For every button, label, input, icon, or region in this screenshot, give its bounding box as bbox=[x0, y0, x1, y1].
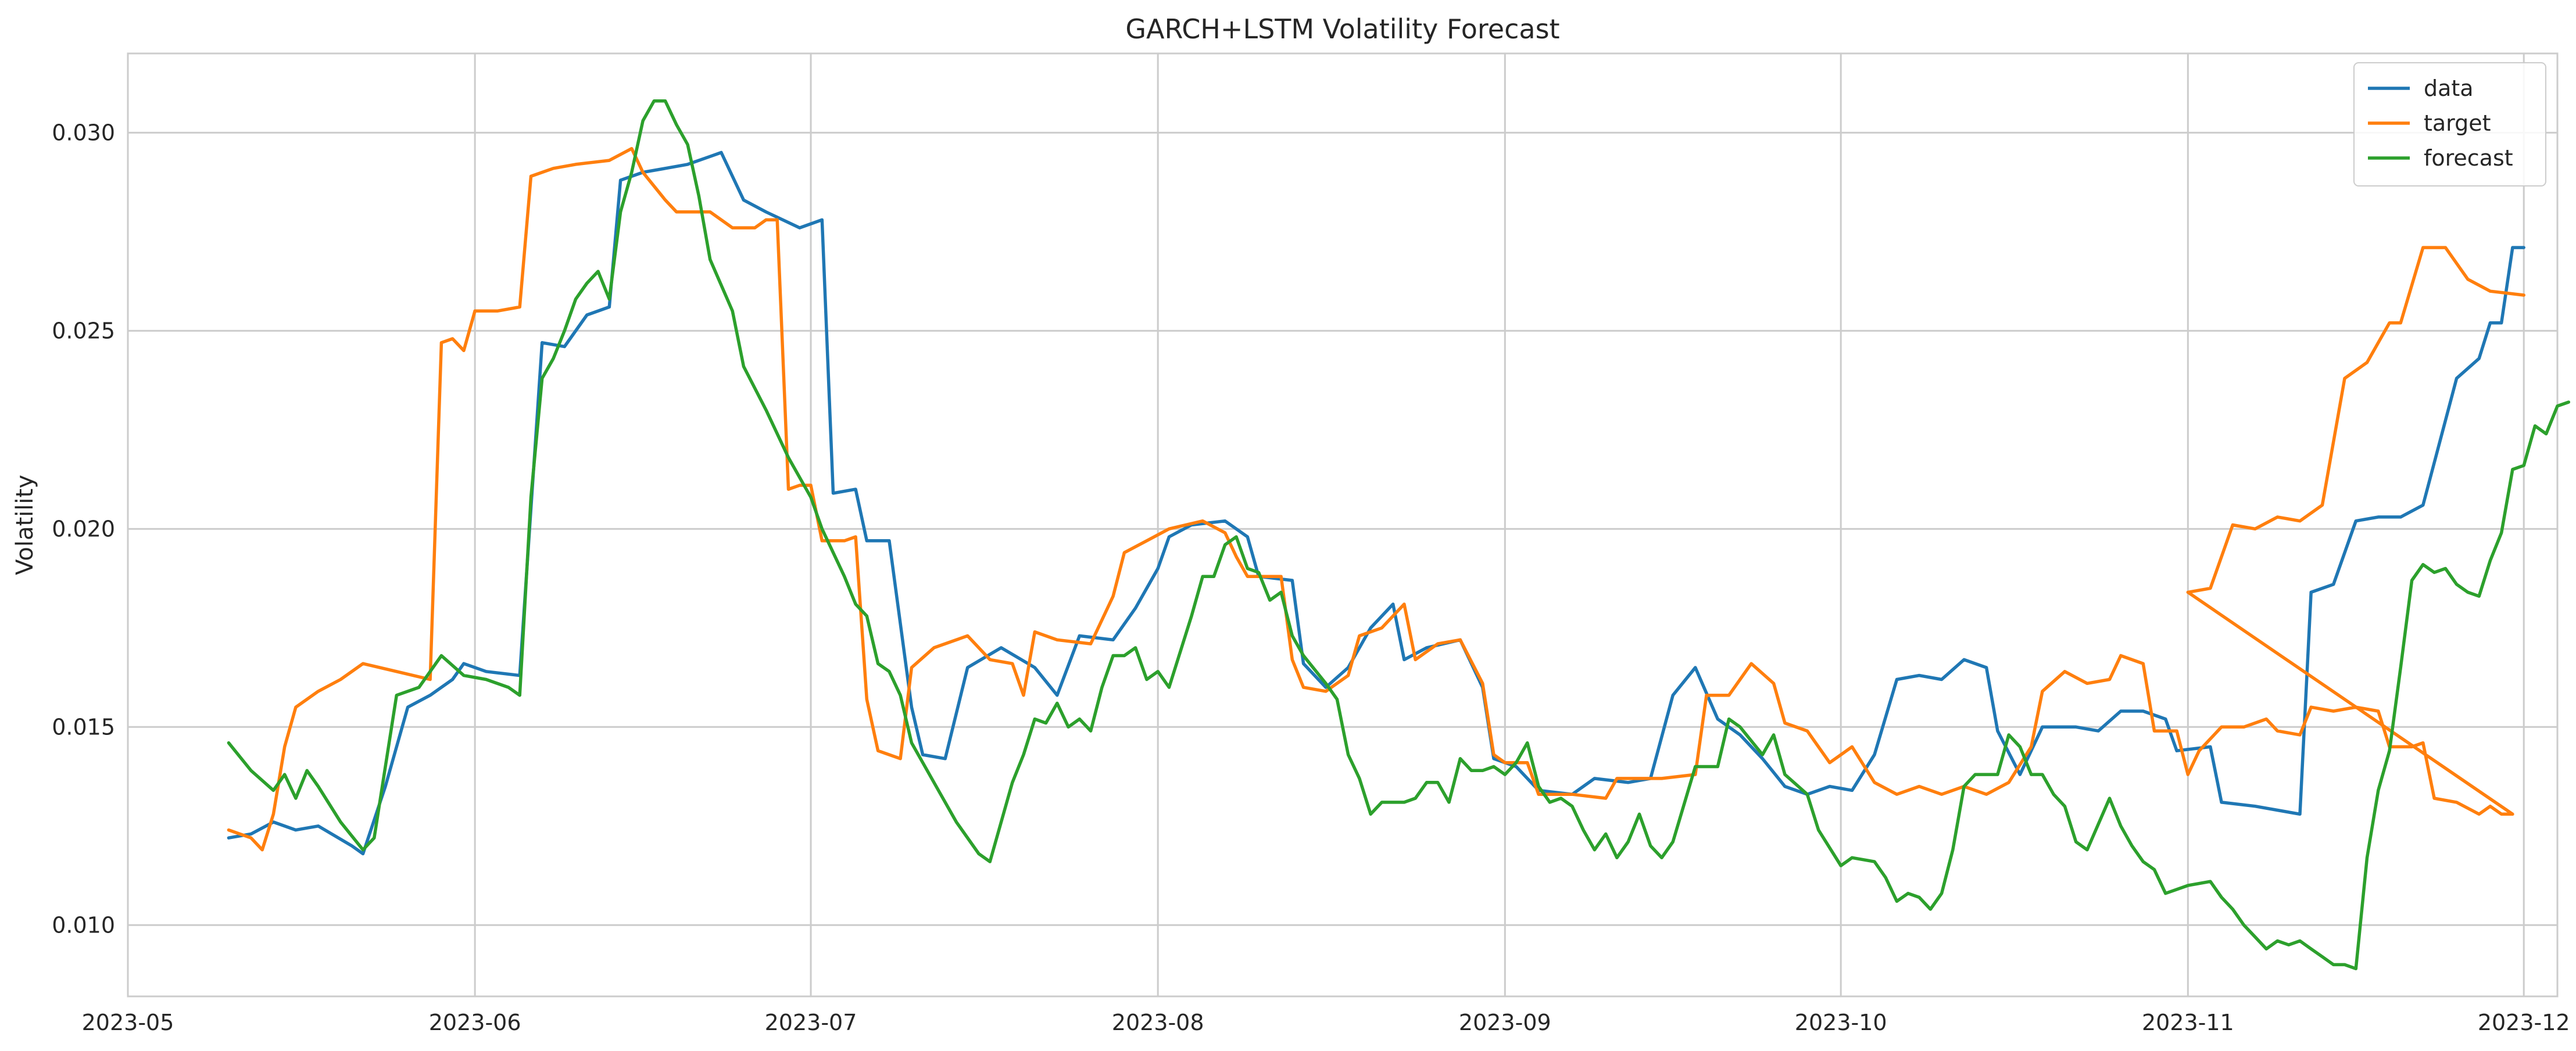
legend-label-forecast: forecast bbox=[2424, 145, 2513, 171]
x-tick-label: 2023-07 bbox=[765, 1010, 857, 1035]
series-line-forecast bbox=[227, 99, 2571, 971]
legend-label-target: target bbox=[2424, 110, 2491, 136]
x-tick-label: 2023-12 bbox=[2478, 1010, 2570, 1035]
legend-label-data: data bbox=[2424, 76, 2474, 101]
tick-labels: 2023-05 2023-06 2023-07 2023-08 2023-09 2023-… bbox=[52, 120, 2570, 1035]
y-axis-title: Volatility bbox=[12, 475, 38, 575]
x-tick-label: 2023-05 bbox=[82, 1010, 174, 1035]
y-tick-label: 0.020 bbox=[52, 516, 115, 541]
x-tick-label: 2023-09 bbox=[1459, 1010, 1551, 1035]
x-tick-label: 2023-11 bbox=[2142, 1010, 2234, 1035]
plot-frame bbox=[127, 52, 2559, 998]
series-line-target bbox=[227, 146, 2525, 852]
y-tick-label: 0.025 bbox=[52, 318, 115, 343]
y-tick-label: 0.015 bbox=[52, 714, 115, 740]
series-layer bbox=[227, 99, 2571, 971]
chart-title: GARCH+LSTM Volatility Forecast bbox=[1125, 13, 1559, 45]
x-tick-label: 2023-10 bbox=[1795, 1010, 1887, 1035]
y-tick-label: 0.010 bbox=[52, 912, 115, 938]
legend-box bbox=[2353, 62, 2546, 186]
legend: data target forecast bbox=[2353, 62, 2546, 186]
x-tick-label: 2023-06 bbox=[429, 1010, 521, 1035]
legend-items: data target forecast bbox=[2368, 76, 2513, 171]
y-tick-label: 0.030 bbox=[52, 120, 115, 145]
x-tick-label: 2023-08 bbox=[1112, 1010, 1204, 1035]
